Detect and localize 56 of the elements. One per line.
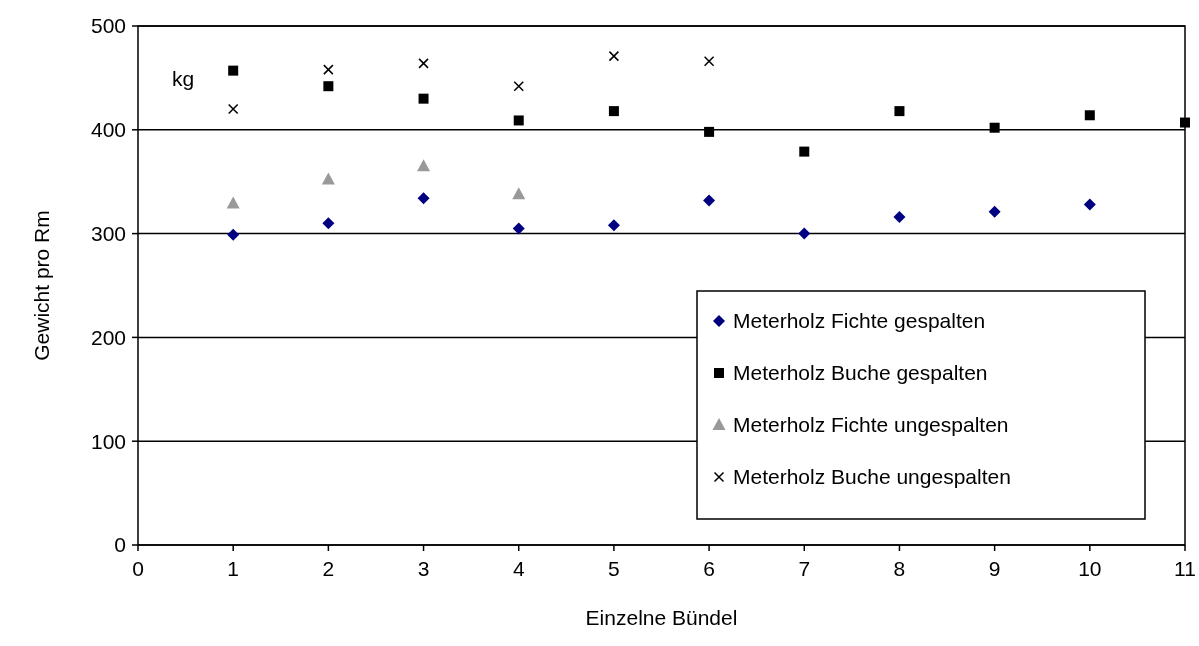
point [226,196,240,209]
x-tick-label: 10 [1078,557,1102,580]
y-tick-label: 300 [90,221,126,245]
point [227,103,239,115]
point [512,187,526,200]
y-tick-label: 400 [90,118,126,142]
point [703,56,715,67]
y-tick-label: 100 [90,429,126,453]
point [988,205,1001,218]
point [607,219,620,232]
point [704,126,715,137]
y-tick-label: 0 [114,533,126,557]
point [894,106,905,117]
point [513,115,524,126]
point [1083,198,1096,211]
point [608,50,620,62]
x-tick-label: 1 [227,557,240,580]
x-tick-label: 4 [512,557,525,580]
point [1084,110,1095,121]
point [513,80,524,92]
x-tick-label: 2 [322,557,335,580]
point [1180,117,1190,128]
point [228,65,239,76]
annotation: kg [171,67,195,90]
legend-label: Meterholz Fichte ungespalten [733,413,1009,437]
point [322,217,335,230]
x-tick-label: 8 [893,557,906,580]
legend-label: Meterholz Buche gespalten [733,361,988,385]
point [418,93,429,104]
point [417,159,431,172]
legend-label: Meterholz Fichte gespalten [733,309,986,333]
x-tick-label: 0 [132,557,144,580]
point [227,228,240,241]
point [799,146,810,157]
x-axis-title: Einzelne Bündel [585,606,738,629]
x-tick-label: 3 [417,557,430,580]
point [893,210,906,223]
x-tick-label: 6 [703,557,715,580]
y-axis-title: Gewicht pro Rm [30,210,53,361]
point [608,106,619,117]
point [989,122,1000,133]
point [418,58,429,69]
legend-label: Meterholz Buche ungespalten [733,465,1011,489]
x-tick-label: 11 [1174,557,1196,580]
y-tick-label: 200 [90,325,126,349]
x-tick-label: 5 [608,557,620,580]
x-tick-label: 7 [798,557,811,580]
point [417,192,430,205]
point [703,194,716,207]
point [321,172,335,185]
point [323,81,334,92]
point [323,64,334,75]
y-tick-label: 500 [90,14,126,38]
point [798,227,811,240]
x-tick-label: 9 [988,557,1001,580]
point [512,222,525,235]
